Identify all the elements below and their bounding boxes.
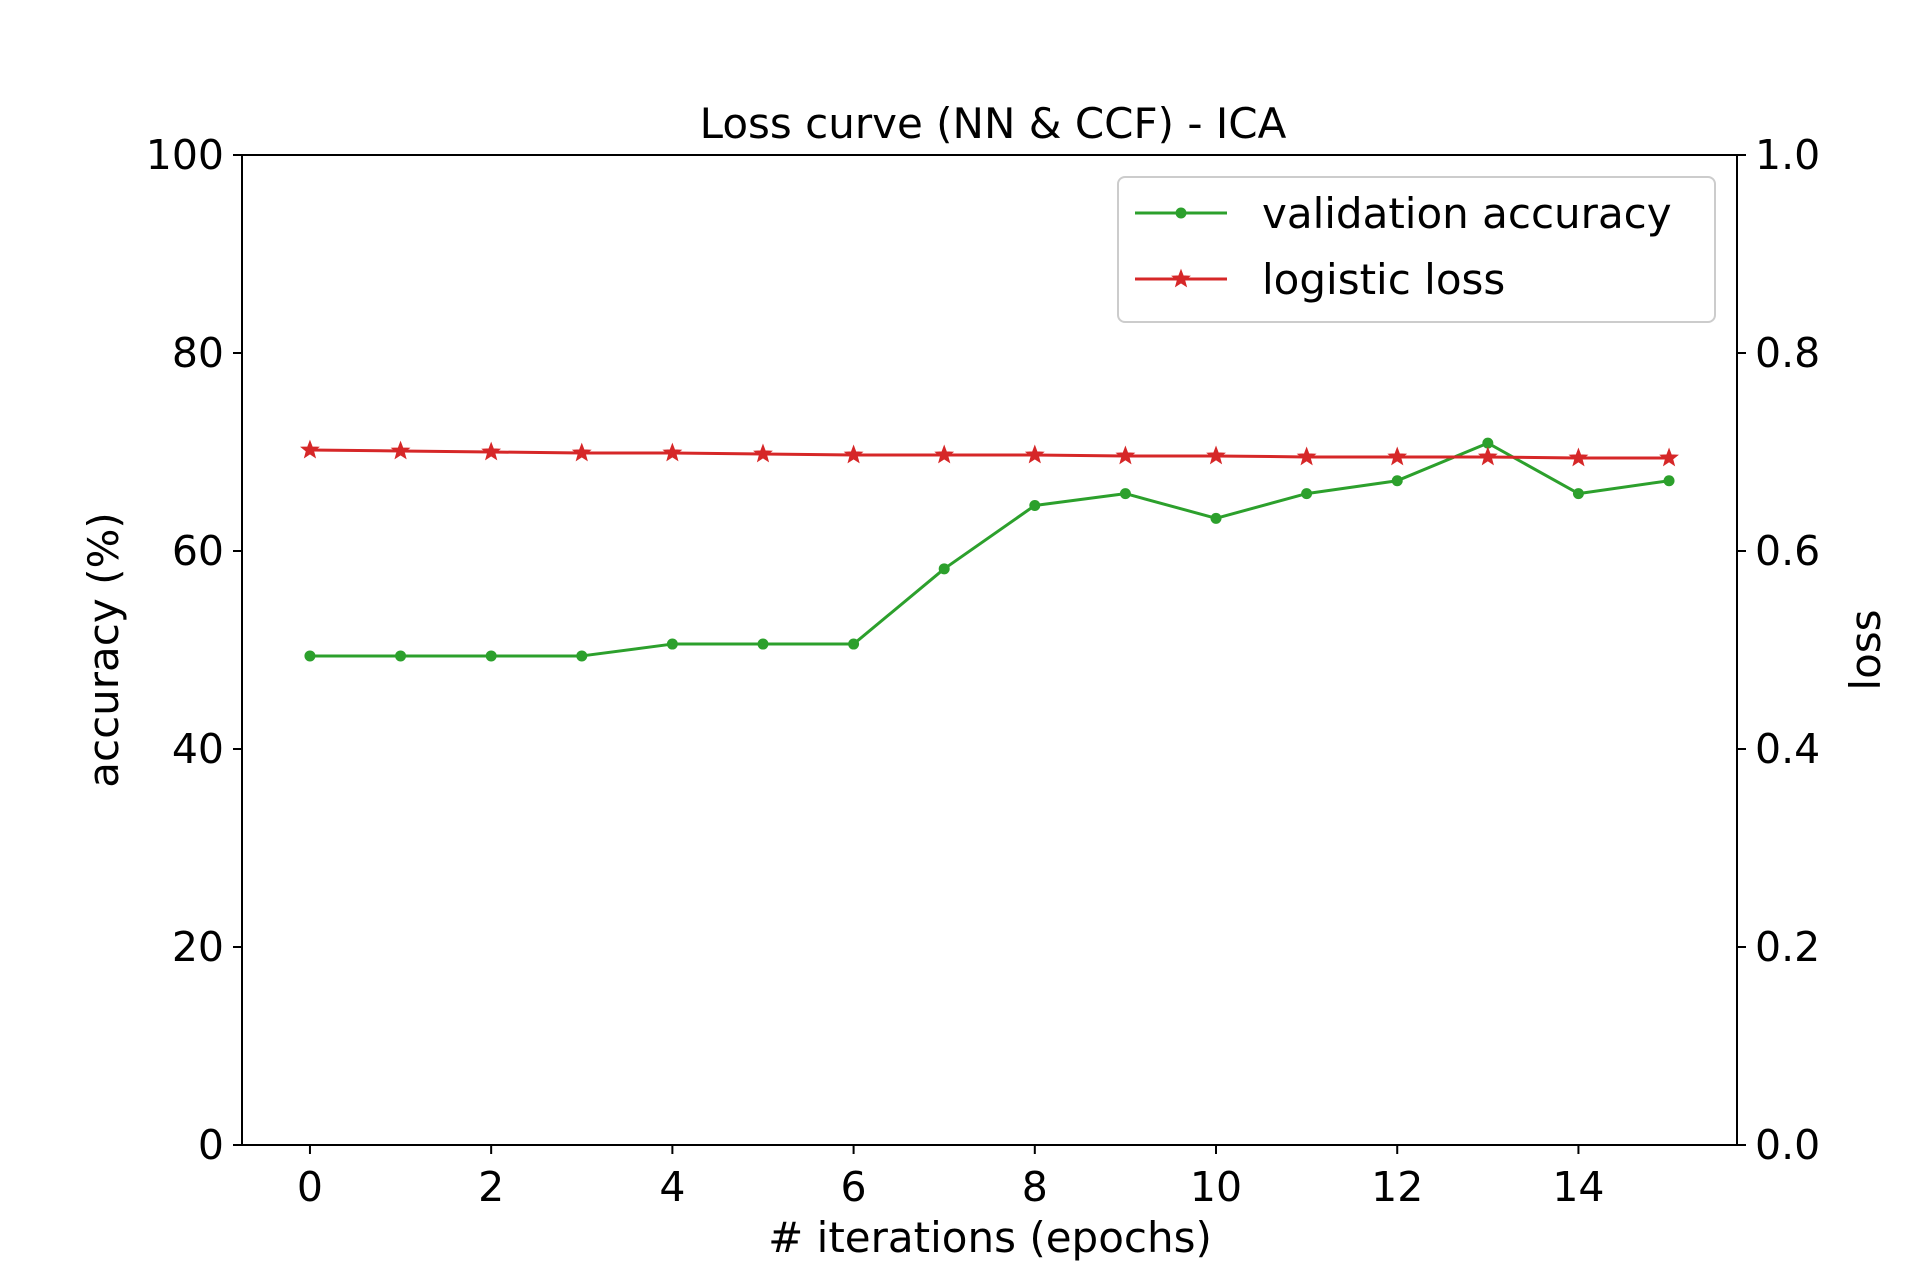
x-tick-label: 10 [1190,1163,1242,1211]
data-point-validation-accuracy [304,650,316,662]
legend-box [1117,176,1716,323]
data-point-validation-accuracy [1301,488,1313,500]
y2-tick-label: 0.0 [1755,1121,1820,1169]
y2-axis-label: loss [1841,609,1890,690]
y-tick-label: 20 [172,923,224,971]
legend-label-validation-accuracy: validation accuracy [1262,189,1672,238]
data-point-validation-accuracy [1482,437,1494,449]
data-point-logistic-loss [481,441,502,461]
legend-marker-logistic-loss [1171,268,1191,288]
y-axis-right: 0.0 0.2 0.4 0.6 0.8 1.0 [1737,131,1820,1169]
series-line-validation-accuracy [308,441,1671,658]
series-logistic-loss [300,439,1679,467]
data-point-validation-accuracy [395,650,407,662]
plot-area [300,437,1679,662]
data-point-logistic-loss [843,444,864,464]
x-tick-label: 8 [1022,1163,1048,1211]
data-point-logistic-loss [571,442,592,462]
data-point-logistic-loss [934,444,955,464]
legend-marker-validation-accuracy [1175,207,1187,219]
data-point-logistic-loss [300,439,320,459]
data-point-validation-accuracy [1210,512,1222,524]
y-axis-left: 0 20 40 60 80 100 [146,131,242,1169]
y2-tick-label: 0.2 [1755,923,1820,971]
y2-tick-label: 1.0 [1755,131,1820,179]
data-point-validation-accuracy [1663,475,1675,487]
x-tick-label: 14 [1552,1163,1604,1211]
data-point-logistic-loss [662,442,683,462]
data-point-logistic-loss [753,443,773,463]
data-point-logistic-loss [1024,444,1045,464]
data-point-validation-accuracy [576,650,588,662]
data-point-validation-accuracy [485,650,497,662]
legend-items: validation accuracy logistic loss [1135,189,1672,304]
data-point-validation-accuracy [1572,488,1584,500]
x-tick-label: 6 [841,1163,867,1211]
x-tick-label: 2 [478,1163,504,1211]
y-tick-label: 100 [146,131,224,179]
series-validation-accuracy [304,437,1675,662]
y2-tick-label: 0.8 [1755,329,1820,377]
data-point-validation-accuracy [848,638,860,650]
y2-tick-label: 0.6 [1755,527,1820,575]
data-point-validation-accuracy [757,638,769,650]
data-point-validation-accuracy [666,638,678,650]
y-tick-label: 0 [198,1121,224,1169]
x-tick-label: 0 [297,1163,323,1211]
data-point-logistic-loss [1206,445,1226,465]
data-point-validation-accuracy [1029,499,1041,511]
data-point-validation-accuracy [938,563,950,575]
y2-tick-label: 0.4 [1755,725,1820,773]
data-point-logistic-loss [1387,446,1408,466]
data-point-validation-accuracy [1119,488,1131,500]
x-tick-label: 12 [1371,1163,1423,1211]
legend: validation accuracy logistic loss [1117,176,1716,323]
legend-label-logistic-loss: logistic loss [1262,255,1505,304]
data-point-logistic-loss [1296,446,1317,466]
data-point-logistic-loss [1477,446,1498,466]
x-tick-label: 4 [659,1163,685,1211]
y-axis-label: accuracy (%) [79,512,128,788]
y-tick-label: 80 [172,329,224,377]
x-axis-label: # iterations (epochs) [768,1213,1212,1262]
data-point-logistic-loss [1115,445,1136,465]
x-axis: 0 2 4 6 8 10 12 14 [297,1145,1605,1211]
chart-title: Loss curve (NN & CCF) - ICA [700,99,1287,148]
data-point-validation-accuracy [1391,475,1403,487]
data-point-logistic-loss [1659,447,1679,467]
y-tick-label: 60 [172,527,224,575]
plot-frame [241,154,1738,1146]
data-point-logistic-loss [390,440,411,460]
series-line-logistic-loss [308,448,1671,460]
y-tick-label: 40 [172,725,224,773]
data-point-logistic-loss [1568,447,1589,467]
